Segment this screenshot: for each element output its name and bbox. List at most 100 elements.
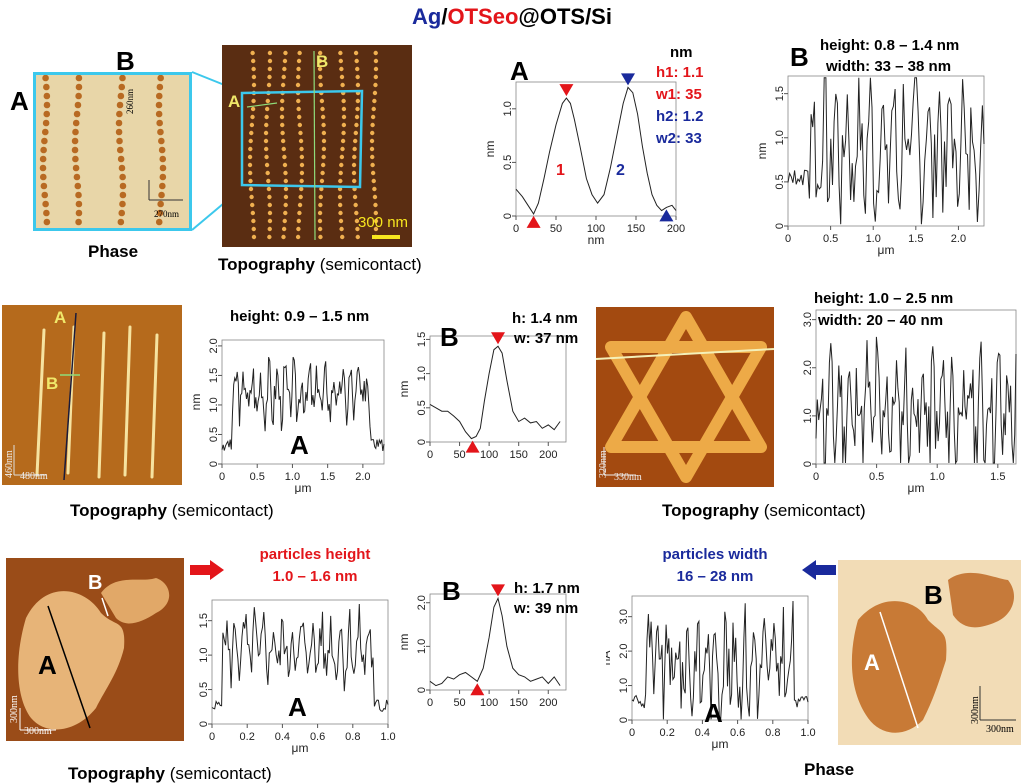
row2-scale-v: 460nm [4, 450, 15, 478]
x-tick-label: 50 [453, 697, 465, 709]
x-tick-label: 1.0 [800, 727, 815, 739]
phase-dot [119, 201, 126, 208]
phase-dot [74, 174, 81, 181]
topo-dot [354, 123, 358, 127]
topo-dot [352, 147, 356, 151]
row1-topo-label-main: Topography [218, 255, 315, 274]
topo-dot [373, 203, 377, 207]
x-tick-label: 0.5 [869, 471, 884, 483]
topo-dot [341, 99, 345, 103]
row3-phase-label: Phase [804, 760, 854, 780]
phase-dot [76, 75, 83, 82]
topo-dot [354, 59, 358, 63]
row1-h1: h1: 1.1 [656, 64, 704, 81]
topo-dot [268, 211, 272, 215]
topo-dot [373, 91, 377, 95]
topo-dot [252, 235, 256, 239]
row3-phase-img-a: A [864, 650, 880, 676]
phase-dot [72, 129, 79, 136]
row1-topo-a: A [228, 92, 240, 112]
topo-dot [298, 203, 302, 207]
topo-dot [280, 115, 284, 119]
topo-dot [372, 99, 376, 103]
row2-star-label: Topography (semicontact) [662, 501, 866, 521]
topo-dot [318, 203, 322, 207]
row2-profile-b-letter: B [440, 322, 459, 353]
y-tick-label: 1.5 [208, 368, 220, 383]
y-tick-label: 0.5 [774, 174, 786, 189]
y-tick-label: 1.0 [802, 408, 814, 423]
row2-img-b: B [46, 374, 58, 394]
row3-profile-a-chart: 0 0.2 0.4 0.6 0.8 1.000.51.01.5μmnm [190, 590, 400, 755]
x-tick-label: 0.2 [240, 731, 255, 743]
chart-frame [788, 76, 984, 226]
topo-dot [322, 147, 326, 151]
topo-dot [320, 171, 324, 175]
topo-dot [248, 163, 252, 167]
topo-dot [250, 51, 254, 55]
topo-dot [296, 227, 300, 231]
series-line [430, 346, 560, 438]
base1-marker-icon [527, 216, 541, 228]
y-tick-label: 0.5 [208, 427, 220, 442]
phase-dot [160, 174, 167, 181]
phase-dot [117, 147, 124, 154]
phase-dot [43, 111, 50, 118]
y-tick-label: 3.0 [802, 312, 814, 327]
topo-dot [282, 155, 286, 159]
topo-dot [251, 99, 255, 103]
row2-topo-label: Topography (semicontact) [70, 501, 274, 521]
x-tick-label: 0.5 [823, 233, 838, 245]
row1-topo-label: Topography (semicontact) [218, 255, 422, 275]
phase-dot [117, 102, 124, 109]
phase-dot [41, 183, 48, 190]
phase-dot [157, 84, 164, 91]
y-tick-label: 1.5 [774, 86, 786, 101]
title-suffix: @OTS/Si [518, 4, 612, 29]
row1-letter-a: A [10, 86, 29, 117]
phase-dot [120, 183, 127, 190]
row1-profile-b-height: height: 0.8 – 1.4 nm [820, 37, 959, 54]
peak2-marker-icon [621, 73, 635, 85]
topo-dot [248, 179, 252, 183]
topo-dot [355, 75, 359, 79]
y-axis-label: nm [190, 654, 193, 671]
phase-dot [72, 147, 79, 154]
topo-dot [338, 203, 342, 207]
topo-dot [298, 195, 302, 199]
phase-dot [41, 192, 48, 199]
phase-dot [42, 201, 49, 208]
topo-dot [268, 59, 272, 63]
row3-phase-img-b: B [924, 580, 943, 611]
topo-dot [251, 211, 255, 215]
topo-dot [296, 83, 300, 87]
x-tick-label: 0.8 [765, 727, 780, 739]
series-line [788, 78, 984, 224]
topo-dot [268, 51, 272, 55]
row3-particles-width-val: 16 – 28 nm [640, 568, 790, 585]
phase-dot [118, 93, 125, 100]
row2-profile-b-w: w: 37 nm [514, 330, 578, 347]
topo-dot [353, 139, 357, 143]
phase-dot [76, 201, 83, 208]
topo-dot [284, 203, 288, 207]
topo-dot [338, 211, 342, 215]
topo-dot [372, 107, 376, 111]
y-tick-label: 2.0 [416, 595, 428, 610]
topo-dot [284, 195, 288, 199]
topo-dot [340, 75, 344, 79]
phase-dot [156, 111, 163, 118]
topo-dot [339, 59, 343, 63]
y-tick-label: 0 [502, 213, 514, 219]
phase-dot [120, 192, 127, 199]
y-tick-label: 1.0 [416, 366, 428, 381]
phase-dot [157, 129, 164, 136]
phase-dot [156, 219, 163, 226]
row2-img-a: A [54, 308, 66, 328]
topo-dot [370, 139, 374, 143]
topo-dot [297, 211, 301, 215]
topo-dot [268, 67, 272, 71]
topo-dot [250, 203, 254, 207]
topo-dot [264, 139, 268, 143]
topo-dot [281, 83, 285, 87]
